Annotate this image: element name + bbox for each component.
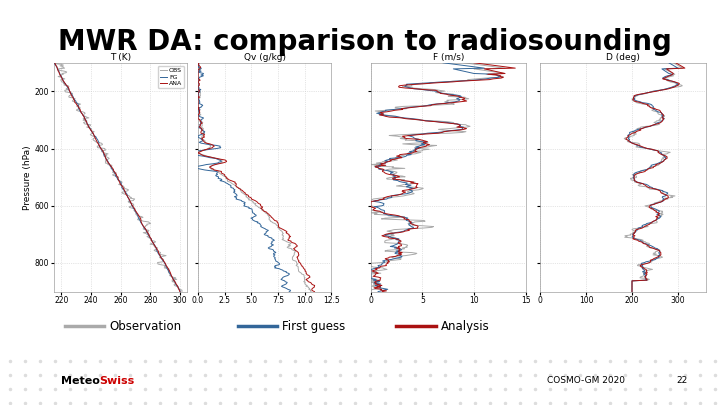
Text: First guess: First guess xyxy=(282,320,346,333)
Title: T (K): T (K) xyxy=(110,53,131,62)
Bar xyxy=(21,32,45,45)
Title: Qv (g/kg): Qv (g/kg) xyxy=(243,53,286,62)
Title: D (deg): D (deg) xyxy=(606,53,640,62)
Title: F (m/s): F (m/s) xyxy=(433,53,464,62)
Text: MWR DA: comparison to radiosounding: MWR DA: comparison to radiosounding xyxy=(58,28,672,56)
Text: COSMO-GM 2020: COSMO-GM 2020 xyxy=(547,376,625,385)
Text: Analysis: Analysis xyxy=(441,320,490,333)
Y-axis label: Pressure (hPa): Pressure (hPa) xyxy=(23,145,32,209)
Text: Swiss: Swiss xyxy=(99,376,135,386)
Legend: OBS, FG, ANA: OBS, FG, ANA xyxy=(158,66,184,88)
Bar xyxy=(29,22,37,55)
Text: Observation: Observation xyxy=(109,320,181,333)
Text: 22: 22 xyxy=(677,376,688,385)
Text: Meteo: Meteo xyxy=(61,376,100,386)
